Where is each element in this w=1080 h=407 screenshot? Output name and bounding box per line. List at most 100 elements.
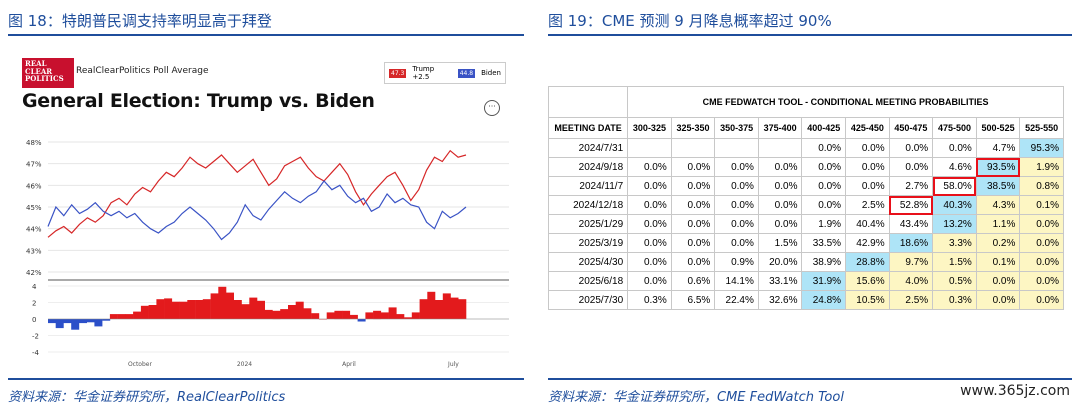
probability-cell: 58.0% <box>932 176 977 196</box>
probability-cell: 95.3% <box>1019 138 1064 158</box>
poll-chart: 48% 47% 46% 45% 44% 43% 42% 4 2 0 -2 -4 October 2024 A… <box>26 139 509 368</box>
meeting-date-cell: 2024/11/7 <box>547 176 629 196</box>
spread-bar <box>342 310 351 320</box>
probability-cell: 33.1% <box>757 271 803 291</box>
trump-series-line <box>47 149 467 238</box>
probability-cell: 1.5% <box>932 252 977 272</box>
probability-cell: 20.0% <box>757 252 803 272</box>
left-bottom-rule <box>8 378 524 380</box>
line-y-tick-label: 46% <box>26 182 42 190</box>
probability-cell: 4.0% <box>888 271 934 291</box>
probability-cell: 2.5% <box>888 290 934 310</box>
trump-value-chip: 47.3 <box>389 68 407 78</box>
probability-cell: 0.0% <box>757 195 803 215</box>
biden-value-chip: 44.8 <box>457 68 476 78</box>
x-tick-label: October <box>128 361 153 368</box>
rate-range-header: 425-450 <box>845 117 890 139</box>
meeting-date-cell: 2024/7/31 <box>547 138 629 158</box>
probability-cell: 0.0% <box>801 176 847 196</box>
probability-cell: 4.7% <box>975 138 1021 158</box>
spread-bar <box>396 314 405 319</box>
spread-bar <box>102 319 111 321</box>
probability-cell: 0.0% <box>888 138 934 158</box>
spread-bar <box>48 319 56 324</box>
probability-cell: 1.5% <box>757 233 803 253</box>
rcp-poll-panel: REAL CLEAR POLITICS RealClearPolitics Po… <box>14 46 522 376</box>
meeting-date-cell: 2024/12/18 <box>547 195 629 215</box>
rate-range-header: 300-325 <box>627 117 672 139</box>
table-row: 2024/12/18 0.0% 0.0% 0.0% 0.0% 0.0% 2.5% 52.8% 4… <box>547 195 1064 215</box>
spread-bar <box>295 301 304 319</box>
table-row: 2024/11/7 0.0% 0.0% 0.0% 0.0% 0.0% 0.0% 2.7% 58.… <box>547 176 1064 196</box>
rcp-logo: REAL CLEAR POLITICS <box>22 58 74 88</box>
spread-bar <box>179 301 188 319</box>
right-figure-title: 图 19：CME 预测 9 月降息概率超过 90% <box>548 12 832 30</box>
probability-cell: 0.8% <box>1019 176 1064 196</box>
spread-bar <box>187 300 196 319</box>
line-y-tick-label: 43% <box>26 247 42 255</box>
probability-cell: 6.5% <box>670 290 716 310</box>
spread-bar <box>156 299 165 319</box>
table-row: 2025/4/30 0.0% 0.0% 0.9% 20.0% 38.9% 28.8% 9.7%… <box>547 252 1064 272</box>
probability-cell: 10.5% <box>845 290 890 310</box>
probability-cell: 31.9% <box>801 271 847 291</box>
more-options-button[interactable]: ··· <box>484 100 500 116</box>
table-title-row: CME FEDWATCH TOOL - CONDITIONAL MEETING … <box>547 86 1064 118</box>
rate-range-header: 350-375 <box>714 117 759 139</box>
table-corner-cell <box>547 86 629 118</box>
probability-cell: 40.3% <box>932 195 977 215</box>
probability-cell: 15.6% <box>845 271 890 291</box>
probability-cell: 0.0% <box>975 290 1021 310</box>
probability-cell: 0.5% <box>932 271 977 291</box>
spread-bar <box>442 293 451 319</box>
spread-bar <box>109 314 118 319</box>
probability-cell: 0.0% <box>932 138 977 158</box>
probability-cell: 0.0% <box>670 252 716 272</box>
probability-cell: 93.5% <box>975 157 1021 177</box>
right-bottom-rule <box>548 378 1072 380</box>
bar-y-tick-label: -4 <box>32 349 40 357</box>
probability-cell: 24.8% <box>801 290 847 310</box>
spread-bar <box>148 305 157 319</box>
probability-cell: 1.1% <box>975 214 1021 234</box>
fedwatch-panel: CME FEDWATCH TOOL - CONDITIONAL MEETING … <box>547 86 1064 326</box>
probability-cell: 0.2% <box>975 233 1021 253</box>
meeting-date-cell: 2025/1/29 <box>547 214 629 234</box>
rcp-label: RealClearPolitics Poll Average <box>76 66 209 76</box>
probability-cell <box>714 138 759 158</box>
probability-cell: 0.1% <box>1019 195 1064 215</box>
spread-bar <box>264 309 273 319</box>
rate-range-header: 525-550 <box>1019 117 1064 139</box>
spread-bar <box>349 314 358 319</box>
probability-cell: 0.0% <box>627 233 672 253</box>
probability-cell: 9.7% <box>888 252 934 272</box>
spread-bar <box>365 312 374 319</box>
meeting-date-header: MEETING DATE <box>547 117 629 139</box>
spread-bar <box>257 300 265 319</box>
spread-bar <box>357 319 366 322</box>
probability-cell: 0.0% <box>1019 252 1064 272</box>
spread-bar <box>280 309 289 319</box>
probability-cell: 0.6% <box>670 271 716 291</box>
probability-cell: 0.0% <box>714 233 759 253</box>
table-row: 2025/3/19 0.0% 0.0% 0.0% 1.5% 33.5% 42.9% 18.6%… <box>547 233 1064 253</box>
rate-range-header: 475-500 <box>932 117 977 139</box>
table-row: 2024/9/18 0.0% 0.0% 0.0% 0.0% 0.0% 0.0% 0.0% 4.6… <box>547 157 1064 177</box>
probability-cell: 1.9% <box>801 214 847 234</box>
probability-cell: 0.0% <box>714 157 759 177</box>
probability-cell: 0.0% <box>627 252 672 272</box>
spread-bar <box>79 319 87 324</box>
probability-cell: 0.0% <box>801 138 847 158</box>
spread-bar <box>86 319 95 323</box>
spread-bar <box>411 312 420 319</box>
rate-range-header: 375-400 <box>757 117 803 139</box>
probability-cell: 22.4% <box>714 290 759 310</box>
probability-cell: 13.2% <box>932 214 977 234</box>
probability-cell: 0.0% <box>1019 290 1064 310</box>
table-row: 2025/1/29 0.0% 0.0% 0.0% 0.0% 1.9% 40.4% 43.4% 1… <box>547 214 1064 234</box>
x-tick-label: April <box>342 361 356 368</box>
probability-cell: 14.1% <box>714 271 759 291</box>
probability-cell: 0.0% <box>627 157 672 177</box>
probability-cell: 0.0% <box>975 271 1021 291</box>
probability-cell: 0.1% <box>975 252 1021 272</box>
